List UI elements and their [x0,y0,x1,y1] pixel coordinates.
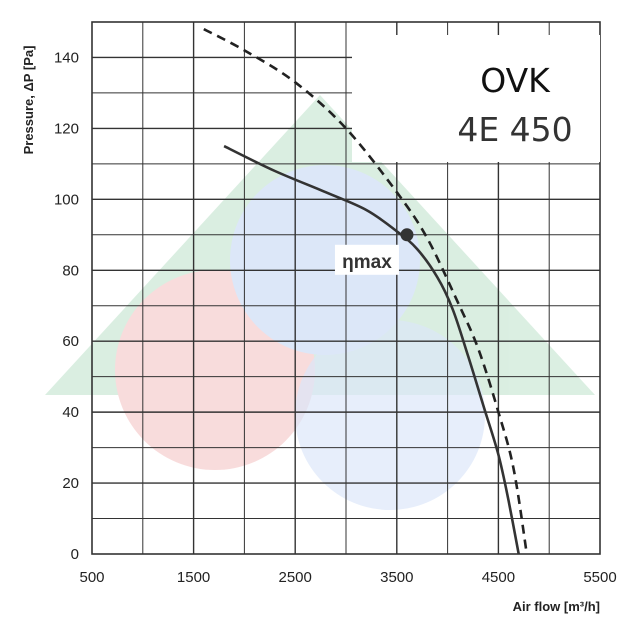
x-tick-label: 3500 [380,569,413,586]
model-label-box: OVK 4E 450 [352,35,600,162]
x-tick-label: 4500 [482,569,515,586]
x-tick-label: 1500 [177,569,210,586]
chart-title: OVK [480,61,551,100]
y-tick-label: 40 [62,404,79,421]
series-line-dashed [203,27,529,555]
y-axis-title: Pressure, ΔP [Pa] [21,46,36,155]
y-tick-label: 60 [62,333,79,350]
x-tick-label: 500 [79,569,104,586]
eta-max-point [400,228,414,242]
y-tick-label: 140 [54,49,79,66]
y-tick-label: 120 [54,120,79,137]
chart-subtitle: 4E 450 [457,110,572,149]
y-tick-label: 80 [62,262,79,279]
y-tick-label: 100 [54,191,79,208]
series-layer [203,27,529,555]
series-line-solid [223,144,520,555]
y-tick-label: 0 [71,546,79,563]
x-tick-label: 2500 [279,569,312,586]
x-tick-label: 5500 [583,569,616,586]
x-axis-title: Air flow [m³/h] [513,599,600,614]
eta-max-label-bg [334,244,399,275]
y-tick-label: 20 [62,475,79,492]
x-tick-labels: 500 1500 2500 3500 4500 5500 [79,569,616,586]
eta-max-label: ηmax [342,252,392,273]
plot-frame [91,21,601,555]
y-tick-labels: 0 20 40 60 80 100 120 140 [54,49,79,563]
annotation-layer: ηmax [334,228,414,275]
